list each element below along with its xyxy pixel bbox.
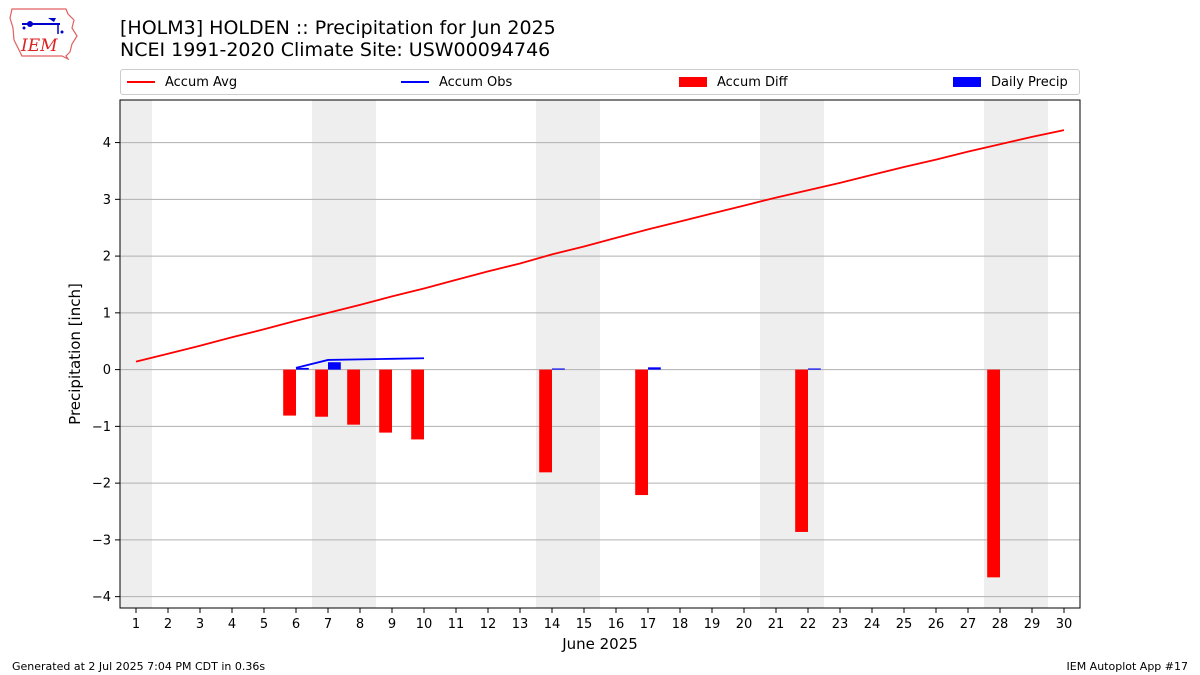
- legend-label-accum-obs: Accum Obs: [439, 74, 513, 90]
- bar-accum-diff-8: [347, 369, 360, 425]
- x-tick-label-1: 1: [132, 617, 140, 632]
- y-tick-label-4: 4: [103, 136, 111, 151]
- x-tick-label-24: 24: [864, 617, 881, 632]
- x-tick-label-13: 13: [512, 617, 529, 632]
- bar-accum-diff-22: [795, 369, 808, 532]
- y-tick-label--3: −3: [92, 533, 111, 548]
- legend-swatch-accum-obs: [401, 81, 429, 83]
- x-tick-label-10: 10: [416, 617, 433, 632]
- weekend-band-3: [760, 100, 824, 608]
- legend-item-accum-diff: Accum Diff: [679, 70, 788, 94]
- x-tick-label-11: 11: [448, 617, 465, 632]
- x-tick-label-28: 28: [992, 617, 1009, 632]
- x-tick-label-14: 14: [544, 617, 561, 632]
- y-tick-label-2: 2: [103, 250, 111, 265]
- footer-generated: Generated at 2 Jul 2025 7:04 PM CDT in 0…: [12, 660, 266, 673]
- plot-frame: [119, 99, 1081, 609]
- bar-accum-diff-14: [539, 369, 552, 473]
- legend-swatch-accum-diff: [679, 77, 707, 87]
- chart-subtitle: NCEI 1991-2020 Climate Site: USW00094746: [120, 39, 551, 61]
- x-tick-label-26: 26: [928, 617, 945, 632]
- x-tick-label-23: 23: [832, 617, 849, 632]
- legend-item-accum-obs: Accum Obs: [401, 70, 512, 94]
- y-tick-label--1: −1: [92, 420, 111, 435]
- footer-app: IEM Autoplot App #17: [1066, 660, 1189, 673]
- legend-swatch-accum-avg: [127, 81, 155, 83]
- x-tick-label-22: 22: [800, 617, 817, 632]
- x-tick-label-8: 8: [356, 617, 364, 632]
- x-tick-label-12: 12: [480, 617, 497, 632]
- y-tick-label--4: −4: [92, 590, 111, 605]
- y-tick-label-1: 1: [103, 306, 111, 321]
- bar-accum-diff-17: [635, 369, 648, 496]
- weekend-band-2: [536, 100, 600, 608]
- legend-item-accum-avg: Accum Avg: [127, 70, 237, 94]
- x-tick-label-30: 30: [1056, 617, 1073, 632]
- x-tick-label-27: 27: [960, 617, 977, 632]
- x-tick-label-9: 9: [388, 617, 396, 632]
- x-tick-label-16: 16: [608, 617, 625, 632]
- bar-accum-diff-28: [987, 369, 1000, 578]
- weekend-band-1: [312, 100, 376, 608]
- x-tick-label-18: 18: [672, 617, 689, 632]
- legend-label-daily-precip: Daily Precip: [991, 74, 1068, 90]
- x-tick-label-21: 21: [768, 617, 785, 632]
- legend: Accum Avg Accum Obs Accum Diff Daily Pre…: [120, 69, 1080, 95]
- line-accum-avg: [135, 129, 1065, 363]
- x-tick-label-7: 7: [324, 617, 332, 632]
- legend-swatch-daily-precip: [953, 77, 981, 87]
- logo-text: IEM: [20, 36, 58, 56]
- bar-daily-precip-22: [808, 368, 821, 370]
- legend-label-accum-avg: Accum Avg: [165, 74, 238, 90]
- x-tick-label-25: 25: [896, 617, 913, 632]
- bar-daily-precip-14: [552, 368, 565, 370]
- y-axis-label: Precipitation [inch]: [66, 283, 84, 425]
- x-tick-label-19: 19: [704, 617, 721, 632]
- bar-accum-diff-7: [315, 369, 328, 417]
- x-tick-label-4: 4: [228, 617, 236, 632]
- bar-daily-precip-17: [648, 367, 661, 370]
- legend-item-daily-precip: Daily Precip: [953, 70, 1068, 94]
- bar-daily-precip-6: [296, 367, 309, 370]
- y-tick-label--2: −2: [92, 477, 111, 492]
- weekend-band-0: [120, 100, 152, 608]
- x-tick-label-20: 20: [736, 617, 753, 632]
- bar-accum-diff-10: [411, 369, 424, 440]
- x-tick-label-17: 17: [640, 617, 657, 632]
- x-tick-label-15: 15: [576, 617, 593, 632]
- x-tick-label-6: 6: [292, 617, 300, 632]
- x-tick-label-3: 3: [196, 617, 204, 632]
- y-tick-label-0: 0: [103, 363, 111, 378]
- bar-accum-diff-9: [379, 369, 392, 433]
- bar-daily-precip-7: [328, 362, 341, 370]
- x-tick-label-5: 5: [260, 617, 268, 632]
- x-axis-label: June 2025: [561, 635, 638, 653]
- x-tick-label-2: 2: [164, 617, 172, 632]
- bar-accum-diff-6: [283, 369, 296, 416]
- legend-label-accum-diff: Accum Diff: [717, 74, 788, 90]
- y-tick-label-3: 3: [103, 193, 111, 208]
- x-tick-label-29: 29: [1024, 617, 1041, 632]
- line-accum-obs: [295, 357, 425, 369]
- chart-title: [HOLM3] HOLDEN :: Precipitation for Jun …: [120, 17, 556, 39]
- iem-logo: IEM: [9, 8, 78, 60]
